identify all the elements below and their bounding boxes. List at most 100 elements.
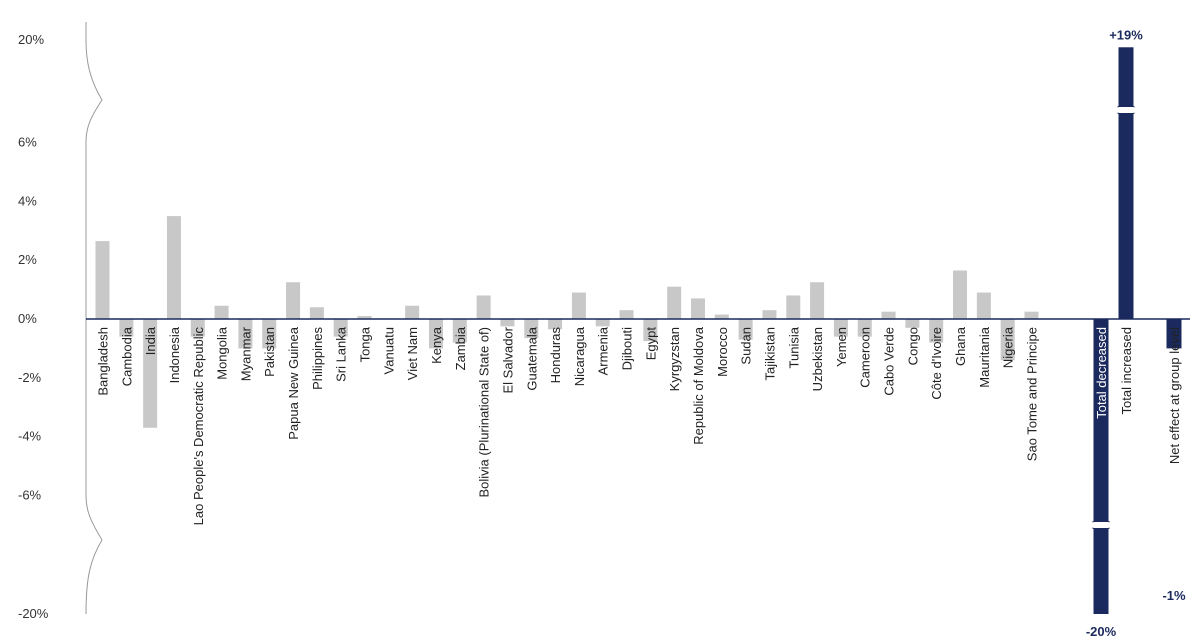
bar-country: [214, 305, 229, 319]
category-label: Viet Nam: [405, 327, 420, 380]
y-tick-label: 6%: [18, 135, 37, 150]
category-label: Tajikistan: [762, 327, 777, 380]
category-label: Mauritania: [977, 326, 992, 387]
y-tick-label: 0%: [18, 311, 37, 326]
bar-country: [976, 292, 991, 319]
category-label: Côte d'Ivoire: [929, 327, 944, 400]
category-label: Kenya: [429, 326, 444, 364]
bar-country: [548, 319, 563, 330]
category-label: Cambodia: [119, 326, 134, 386]
total-value-label: +19%: [1109, 27, 1143, 42]
bar-country: [643, 319, 658, 342]
bar-country: [1000, 319, 1015, 361]
category-label: Republic of Moldova: [691, 326, 706, 445]
bar-country: [452, 319, 467, 343]
bar-country: [953, 270, 968, 319]
category-label: El Salvador: [500, 326, 515, 393]
y-tick-label: -20%: [18, 606, 49, 621]
category-label: Myanmar: [238, 326, 253, 381]
bars-group: [95, 47, 1182, 614]
category-label: Uzbekistan: [810, 327, 825, 391]
category-label: Papua New Guinea: [286, 326, 301, 440]
bar-country: [357, 316, 372, 319]
category-label: Sri Lanka: [334, 326, 349, 382]
bar-country: [524, 319, 539, 339]
bar-country: [309, 307, 324, 319]
category-label: Morocco: [715, 327, 730, 377]
bar-country: [119, 319, 134, 337]
y-tick-label: -6%: [18, 487, 42, 502]
category-label: Armenia: [596, 326, 611, 375]
category-label: Cabo Verde: [882, 327, 897, 396]
category-label: Guatemala: [524, 326, 539, 390]
category-label: Nigeria: [1001, 326, 1016, 368]
bar-country: [500, 319, 515, 327]
y-tick-label: 4%: [18, 193, 37, 208]
category-label: Kyrgyzstan: [667, 327, 682, 391]
bar-country: [143, 319, 158, 428]
bar-country: [95, 241, 110, 319]
bar-break-mark: [1092, 519, 1110, 531]
category-label: Sao Tome and Principe: [1024, 327, 1039, 461]
bar-total: [1093, 319, 1109, 614]
category-label: Bangladesh: [96, 327, 111, 396]
total-category-label: Net effect at group level: [1167, 327, 1182, 464]
category-label: Congo: [905, 327, 920, 365]
total-category-label: Total decreased: [1094, 327, 1109, 419]
bar-country: [238, 319, 253, 349]
category-label: Mongolia: [215, 326, 230, 380]
category-label: Bolivia (Plurinational State of): [477, 327, 492, 498]
category-label: Tonga: [358, 326, 373, 362]
bar-country: [810, 282, 825, 319]
bar-country: [833, 319, 848, 337]
category-label: Indonesia: [167, 326, 182, 383]
bar-country: [881, 311, 896, 319]
bar-country: [262, 319, 277, 349]
category-label: Cameroon: [858, 327, 873, 388]
category-label: Honduras: [548, 327, 563, 384]
category-label: Ghana: [953, 326, 968, 366]
bar-break-mark: [1092, 522, 1110, 528]
category-label: Yemen: [834, 327, 849, 367]
category-label: Sudan: [739, 327, 754, 365]
category-label: Nicaragua: [572, 326, 587, 386]
bar-country: [857, 319, 872, 337]
bar-country: [476, 295, 491, 319]
bar-country: [428, 319, 443, 349]
category-label: Egypt: [643, 327, 658, 361]
bar-country: [571, 292, 586, 319]
bar-country: [405, 305, 420, 319]
total-category-label: Total increased: [1119, 327, 1134, 414]
category-label: Lao People's Democratic Republic: [191, 327, 206, 526]
category-label: Djibouti: [620, 327, 635, 370]
bar-country: [786, 295, 801, 319]
bar-country: [714, 314, 729, 319]
category-label: Philippines: [310, 327, 325, 390]
category-label: India: [143, 326, 158, 355]
bar-country: [333, 319, 348, 337]
category-label: Tunisia: [786, 326, 801, 368]
y-tick-label: 20%: [18, 32, 44, 47]
category-label: Pakistan: [262, 327, 277, 377]
bar-country: [667, 286, 682, 319]
bar-country: [190, 319, 205, 337]
bar-break-mark: [1117, 104, 1135, 116]
bar-country: [691, 298, 705, 319]
bar-country: [619, 310, 634, 319]
bar-country: [1024, 311, 1039, 319]
category-label: Vanuatu: [381, 327, 396, 374]
y-tick-label: -4%: [18, 429, 42, 444]
bar-country: [929, 319, 944, 343]
bar-country: [738, 319, 753, 340]
total-value-label: -1%: [1162, 588, 1186, 603]
bar-country: [595, 319, 610, 327]
bar-total: [1166, 319, 1182, 349]
bar-country: [166, 216, 181, 319]
bar-country: [905, 319, 920, 328]
bar-total: [1118, 47, 1134, 320]
bar-country: [762, 310, 777, 319]
total-value-label: -20%: [1086, 624, 1117, 639]
y-tick-label: -2%: [18, 370, 42, 385]
bar-break-mark: [1117, 107, 1135, 113]
